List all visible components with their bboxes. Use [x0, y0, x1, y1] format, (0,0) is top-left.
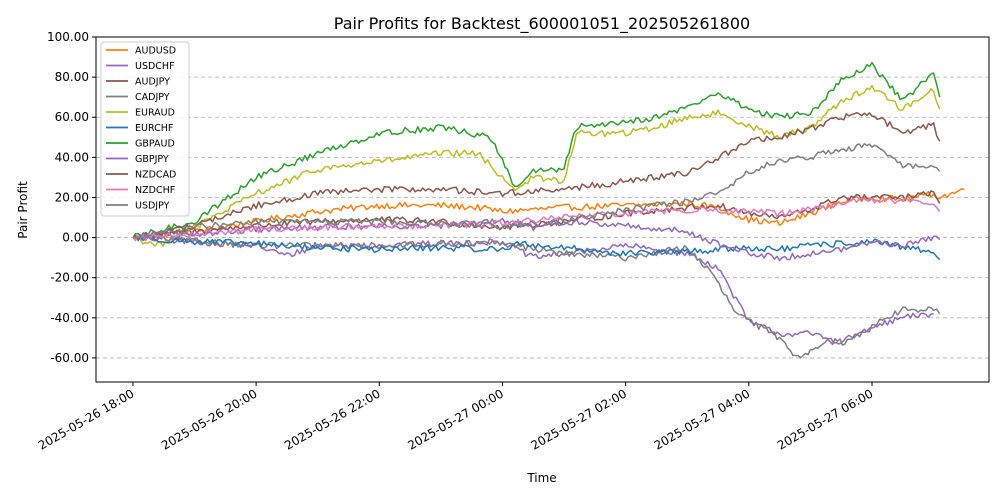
- series-line-gbpaud: [132, 61, 941, 239]
- y-tick-label: 80.00: [55, 70, 89, 84]
- y-tick-label: 0.00: [62, 231, 89, 245]
- series-line-eurchf: [132, 235, 941, 261]
- x-tick-label: 2025-05-27 06:00: [775, 386, 876, 452]
- legend-label-cadjpy: CADJPY: [135, 92, 170, 103]
- x-tick-label: 2025-05-27 04:00: [652, 386, 753, 452]
- y-tick-label: -40.00: [50, 311, 89, 325]
- series-line-gbpjpy: [132, 217, 941, 262]
- x-tick-label: 2025-05-26 22:00: [282, 386, 383, 452]
- y-tick-label: -20.00: [50, 271, 89, 285]
- y-tick-label: 100.00: [47, 30, 89, 44]
- series-line-audjpy: [132, 190, 941, 240]
- legend-label-gbpjpy: GBPJPY: [135, 154, 169, 165]
- series-layer: [132, 61, 965, 359]
- y-tick-label: 40.00: [55, 150, 89, 164]
- legend-label-nzdchf: NZDCHF: [135, 185, 175, 196]
- legend-box: [100, 41, 190, 217]
- series-line-usdchf: [132, 234, 934, 345]
- legend: AUDUSD USDCHF AUDJPY CADJPY EURAUD EURCHF GBPA…: [100, 41, 190, 217]
- legend-label-audusd: AUDUSD: [135, 46, 176, 57]
- series-line-nzdchf: [132, 197, 941, 241]
- plot-frame: [95, 36, 990, 383]
- legend-label-gbpaud: GBPAUD: [135, 139, 175, 150]
- series-line-nzdcad: [132, 111, 941, 240]
- chart-title: Pair Profits for Backtest_600001051_2025…: [334, 14, 750, 34]
- legend-label-usdchf: USDCHF: [135, 61, 175, 72]
- y-axis-label: Pair Profit: [16, 181, 30, 239]
- legend-label-usdjpy: USDJPY: [135, 201, 170, 212]
- x-axis: 2025-05-26 18:00 2025-05-26 20:00 2025-05-…: [36, 382, 876, 453]
- legend-label-eurchf: EURCHF: [135, 123, 173, 134]
- series-line-usdjpy: [132, 142, 941, 239]
- legend-label-euraud: EURAUD: [135, 108, 175, 119]
- y-tick-label: 60.00: [55, 110, 89, 124]
- x-tick-label: 2025-05-27 00:00: [405, 386, 506, 452]
- x-tick-label: 2025-05-27 02:00: [528, 386, 629, 452]
- x-tick-label: 2025-05-26 18:00: [36, 386, 137, 452]
- legend-label-nzdcad: NZDCAD: [135, 170, 176, 181]
- legend-label-audjpy: AUDJPY: [135, 77, 170, 88]
- x-tick-label: 2025-05-26 20:00: [159, 386, 260, 452]
- y-tick-label: -60.00: [50, 351, 89, 365]
- x-axis-label: Time: [526, 471, 556, 485]
- y-tick-label: 20.00: [55, 190, 89, 204]
- y-axis: -60.00 -40.00 -20.00 0.00 20.00 40.00 60.00 80.…: [47, 30, 96, 365]
- series-line-euraud: [132, 84, 941, 247]
